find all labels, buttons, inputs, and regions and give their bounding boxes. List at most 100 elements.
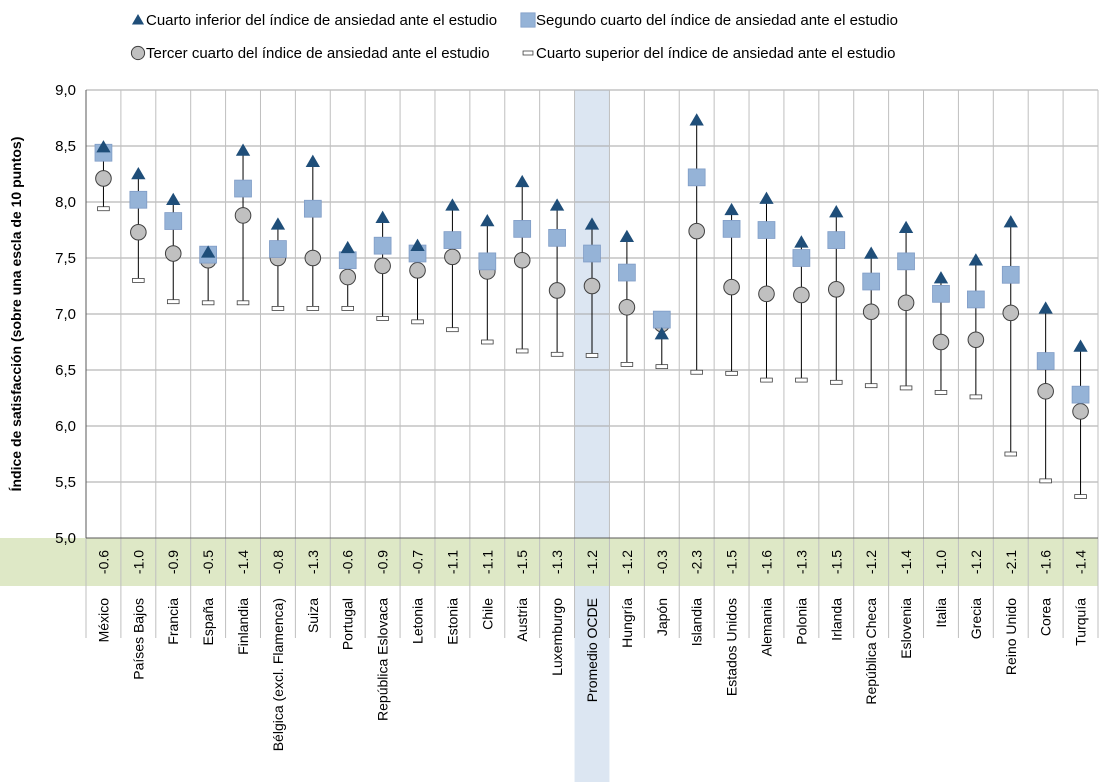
legend-label: Cuarto inferior del índice de ansiedad a…	[146, 12, 497, 29]
difference-label: -0.3	[654, 550, 670, 574]
point-triangle	[375, 210, 390, 223]
point-triangle	[1038, 301, 1053, 314]
legend-label: Tercer cuarto del índice de ansiedad ant…	[146, 45, 490, 62]
point-triangle	[724, 202, 739, 216]
legend-marker-square	[520, 12, 536, 28]
point-triangle	[515, 174, 530, 188]
y-tick-label: 5,0	[55, 530, 76, 547]
point-dash	[655, 364, 669, 370]
point-circle	[339, 268, 357, 286]
point-dash	[830, 379, 843, 385]
point-triangle	[96, 140, 111, 153]
category-label: Luxemburgo	[549, 598, 565, 676]
category-label: Japón	[654, 598, 670, 636]
category-label: República Eslovaca	[375, 598, 391, 721]
point-circle	[513, 251, 531, 269]
difference-label: -1.2	[619, 550, 635, 574]
point-dash	[376, 316, 389, 321]
point-square	[269, 240, 287, 258]
difference-label: -1.4	[235, 550, 251, 574]
point-dash	[864, 383, 878, 389]
point-dash	[969, 394, 983, 400]
point-circle	[793, 286, 810, 304]
point-dash	[934, 389, 948, 395]
point-triangle	[480, 214, 495, 227]
point-triangle	[933, 271, 949, 284]
difference-label: -1.4	[1073, 550, 1089, 574]
point-circle	[723, 278, 740, 296]
point-triangle	[864, 246, 879, 259]
point-square	[338, 251, 357, 270]
difference-label: -0.8	[270, 550, 286, 574]
difference-label: -0.6	[95, 550, 111, 574]
y-tick-label: 9,0	[55, 82, 76, 99]
difference-label: -1.0	[130, 550, 146, 574]
difference-label: -1.6	[1038, 550, 1054, 574]
category-label: Alemania	[758, 598, 774, 657]
difference-label: -1.2	[863, 550, 879, 574]
point-dash	[306, 305, 320, 311]
point-triangle	[305, 154, 320, 167]
difference-label: -0.7	[410, 550, 426, 574]
point-dash	[515, 348, 529, 354]
point-triangle	[619, 229, 635, 242]
difference-label: -1.1	[479, 550, 495, 574]
point-dash	[899, 385, 913, 391]
axis-labels: 5,0 5,5 6,0 6,5 7,0 7,5 8,0 8,5 9,0 Índice de sat…	[8, 82, 1089, 751]
point-circle	[827, 281, 845, 298]
point-triangle	[689, 113, 704, 126]
point-triangle	[445, 198, 460, 211]
point-dash	[481, 339, 494, 345]
point-circle	[897, 294, 915, 312]
category-label: Finlandia	[235, 598, 251, 655]
legend-marker-triangle	[131, 14, 145, 25]
y-tick-label: 7,0	[55, 306, 76, 323]
point-circle	[583, 277, 601, 295]
point-square	[583, 244, 601, 263]
category-label: Francia	[165, 598, 181, 645]
difference-label: -1.1	[444, 550, 460, 574]
category-label: Irlanda	[828, 598, 844, 641]
point-dash	[760, 377, 773, 383]
point-circle	[164, 245, 182, 262]
y-axis-title: Índice de satisfacción (sobre una escla …	[8, 137, 24, 492]
difference-label: -1.5	[514, 550, 530, 574]
difference-label: -1.3	[305, 550, 321, 574]
point-dash	[585, 353, 599, 358]
category-label: Eslovenia	[898, 598, 914, 659]
point-dash	[620, 361, 634, 367]
category-label: Italia	[933, 598, 949, 628]
point-triangle	[829, 205, 844, 218]
category-label: Países Bajos	[130, 598, 146, 680]
category-label: Hungría	[619, 598, 635, 648]
highlight-column	[574, 90, 610, 782]
difference-label: -2.1	[1003, 550, 1019, 574]
point-triangle	[235, 143, 251, 156]
point-square	[932, 284, 950, 303]
point-square	[513, 220, 532, 238]
point-circle	[862, 303, 880, 321]
point-circle	[374, 257, 391, 275]
y-tick-label: 6,5	[55, 362, 76, 379]
point-circle	[304, 249, 322, 267]
point-triangle	[898, 220, 914, 234]
category-label: Austria	[514, 598, 530, 642]
point-square	[897, 252, 915, 271]
point-triangle	[1073, 339, 1088, 352]
axes	[85, 90, 1098, 539]
point-triangle	[968, 253, 984, 266]
point-square	[967, 290, 985, 309]
category-label: Polonia	[793, 598, 809, 645]
category-label: Bélgica (excl. Flamenca)	[270, 598, 286, 751]
point-square	[1071, 385, 1090, 404]
difference-label: -0.9	[165, 550, 181, 574]
point-circle	[1002, 304, 1020, 322]
point-square	[1001, 265, 1020, 284]
point-circle	[130, 223, 147, 241]
point-dash	[166, 299, 180, 305]
category-label: Estonia	[444, 598, 460, 645]
category-label: México	[95, 598, 111, 643]
difference-label: -1.5	[828, 550, 844, 574]
point-triangle	[270, 217, 286, 230]
y-tick-label: 5,5	[55, 474, 76, 491]
